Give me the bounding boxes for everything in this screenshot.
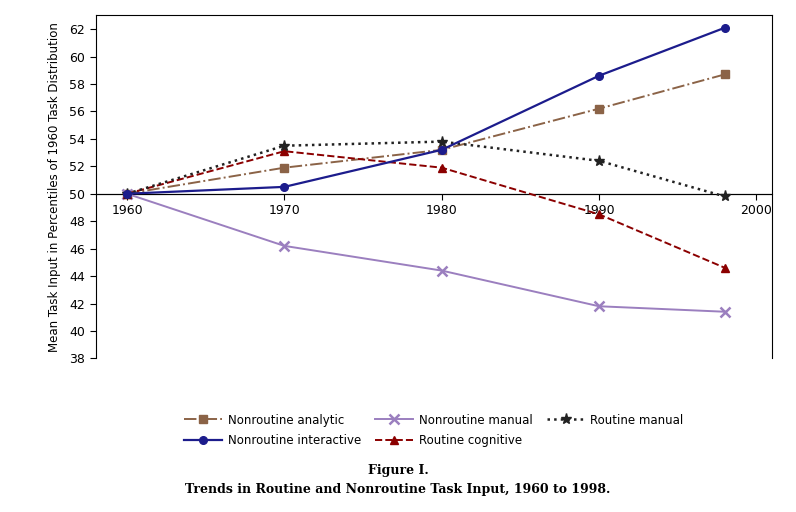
Y-axis label: Mean Task Input in Percentiles of 1960 Task Distribution: Mean Task Input in Percentiles of 1960 T… (48, 22, 60, 352)
Legend: Nonroutine analytic, Nonroutine interactive, Nonroutine manual, Routine cognitiv: Nonroutine analytic, Nonroutine interact… (179, 409, 689, 452)
Text: Trends in Routine and Nonroutine Task Input, 1960 to 1998.: Trends in Routine and Nonroutine Task In… (185, 482, 611, 496)
Text: Figure I.: Figure I. (368, 463, 428, 477)
